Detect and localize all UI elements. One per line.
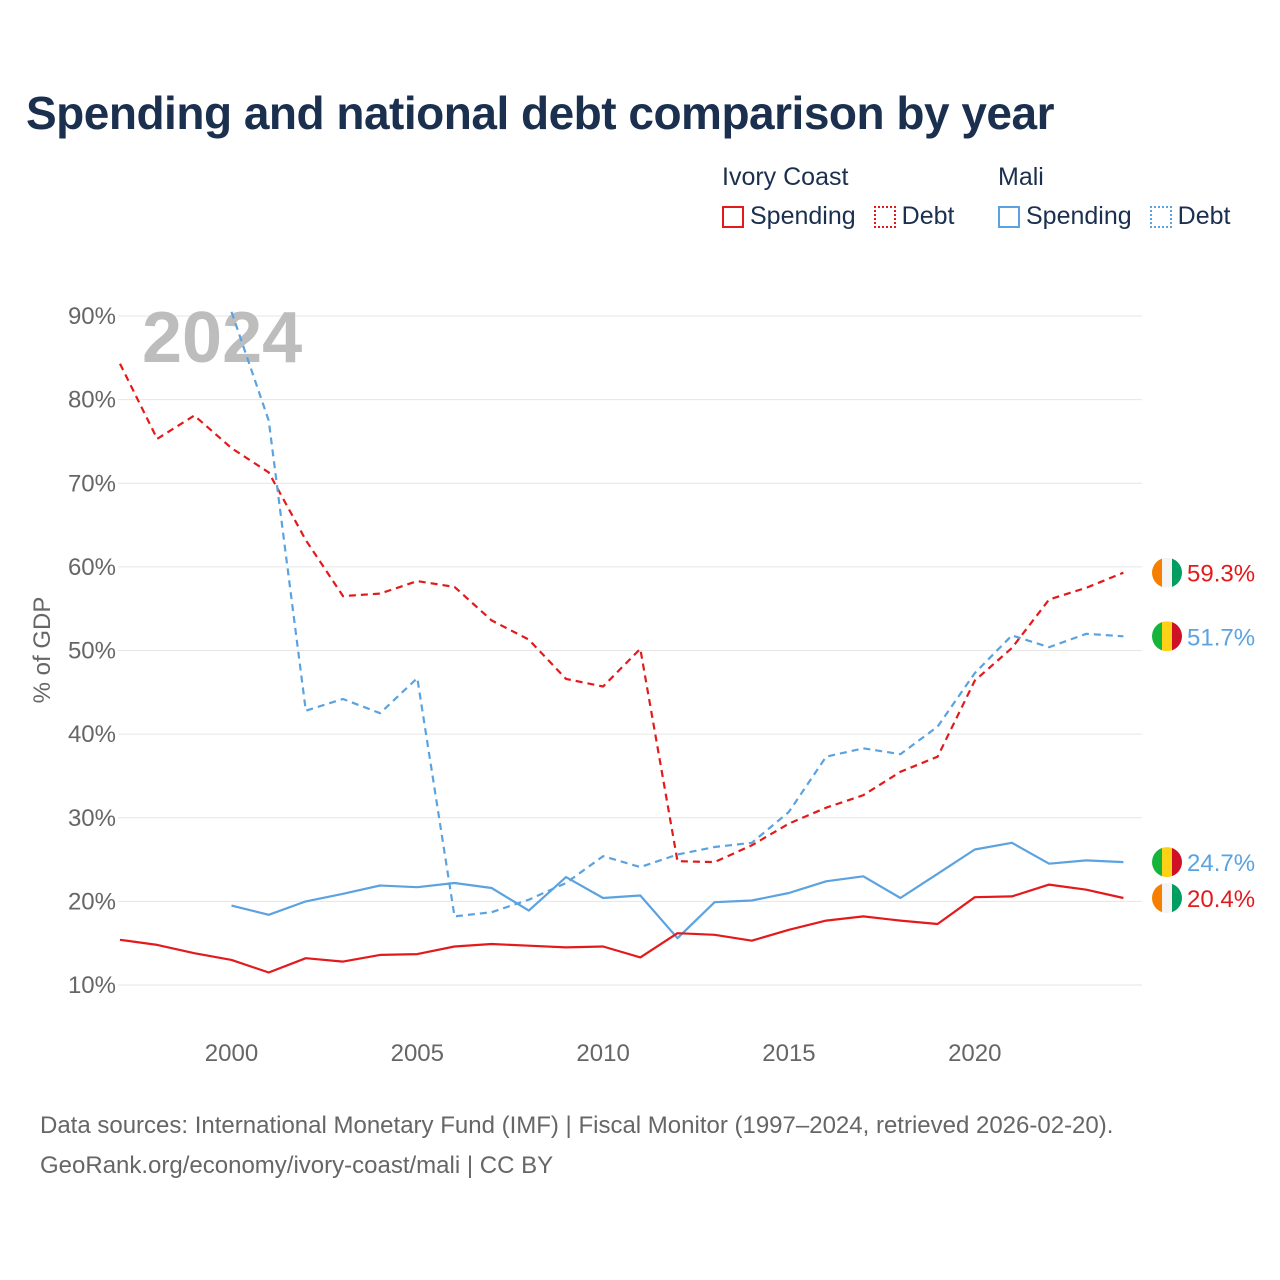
footer-sources: Data sources: International Monetary Fun… bbox=[40, 1112, 1114, 1139]
legend-item-ivory-coast-debt[interactable]: Debt bbox=[873, 202, 955, 231]
x-tick-label: 2020 bbox=[948, 1040, 1001, 1067]
y-tick-label: 60% bbox=[68, 554, 116, 581]
end-value-label: 51.7% bbox=[1187, 624, 1255, 651]
flag-mali-icon bbox=[1152, 621, 1182, 652]
y-tick-label: 80% bbox=[68, 387, 116, 414]
end-value-label: 59.3% bbox=[1187, 561, 1255, 588]
legend-item-ivory-coast-spending[interactable]: Spending bbox=[722, 202, 856, 231]
flag-mali-icon bbox=[1152, 847, 1182, 878]
legend-swatch-dotted bbox=[873, 205, 896, 228]
y-axis-label: % of GDP bbox=[29, 597, 56, 704]
series-line-ivory-coast-debt[interactable] bbox=[119, 363, 1124, 864]
x-tick-label: 2015 bbox=[762, 1040, 815, 1067]
legend-label: Debt bbox=[1177, 202, 1231, 230]
y-tick-label: 20% bbox=[68, 888, 116, 915]
y-tick-label: 10% bbox=[68, 972, 116, 999]
end-value-label: 20.4% bbox=[1187, 886, 1255, 913]
y-tick-label: 90% bbox=[68, 303, 116, 330]
grid bbox=[118, 315, 1142, 986]
series-line-mali-debt[interactable] bbox=[230, 311, 1124, 918]
y-tick-label: 70% bbox=[68, 470, 116, 497]
legend-label: Debt bbox=[901, 202, 955, 230]
x-axis: 2000 2005 2010 2015 2020 bbox=[205, 1040, 1002, 1067]
y-tick-label: 30% bbox=[68, 805, 116, 832]
legend-group-mali: Mali Spending Debt bbox=[998, 160, 1230, 231]
legend-country-mali: Mali bbox=[998, 163, 1044, 191]
x-tick-label: 2000 bbox=[205, 1040, 258, 1067]
x-tick-label: 2010 bbox=[576, 1040, 629, 1067]
flag-ivory-coast-icon bbox=[1152, 557, 1182, 588]
series-lines bbox=[119, 311, 1124, 974]
footer: Data sources: International Monetary Fun… bbox=[40, 1106, 1113, 1186]
y-axis: 10% 20% 30% 40% 50% 60% 70% 80% 90% bbox=[68, 303, 116, 999]
legend-swatch-solid bbox=[998, 205, 1020, 228]
chart-title: Spending and national debt comparison by… bbox=[26, 87, 1055, 139]
y-tick-label: 50% bbox=[68, 638, 116, 665]
legend-swatch-solid bbox=[722, 205, 744, 228]
series-line-mali-spending[interactable] bbox=[231, 841, 1124, 940]
legend-country-ivory-coast: Ivory Coast bbox=[722, 163, 849, 191]
year-watermark: 2024 bbox=[142, 298, 302, 378]
legend-label: Spending bbox=[1026, 202, 1132, 230]
series-line-ivory-coast-spending[interactable] bbox=[119, 883, 1124, 974]
legend-item-mali-spending[interactable]: Spending bbox=[998, 202, 1132, 231]
x-tick-label: 2005 bbox=[391, 1040, 444, 1067]
end-value-label: 24.7% bbox=[1187, 850, 1255, 877]
legend-item-mali-debt[interactable]: Debt bbox=[1149, 202, 1231, 231]
footer-link[interactable]: GeoRank.org/economy/ivory-coast/mali | C… bbox=[40, 1152, 554, 1179]
flag-ivory-coast-icon bbox=[1152, 883, 1182, 914]
end-labels: 59.3% 51.7% 24.7% 20.4% bbox=[1152, 557, 1255, 914]
legend-swatch-dotted bbox=[1149, 205, 1172, 228]
legend-group-ivory-coast: Ivory Coast Spending Debt bbox=[722, 160, 954, 231]
y-tick-label: 40% bbox=[68, 721, 116, 748]
legend-label: Spending bbox=[750, 202, 856, 230]
